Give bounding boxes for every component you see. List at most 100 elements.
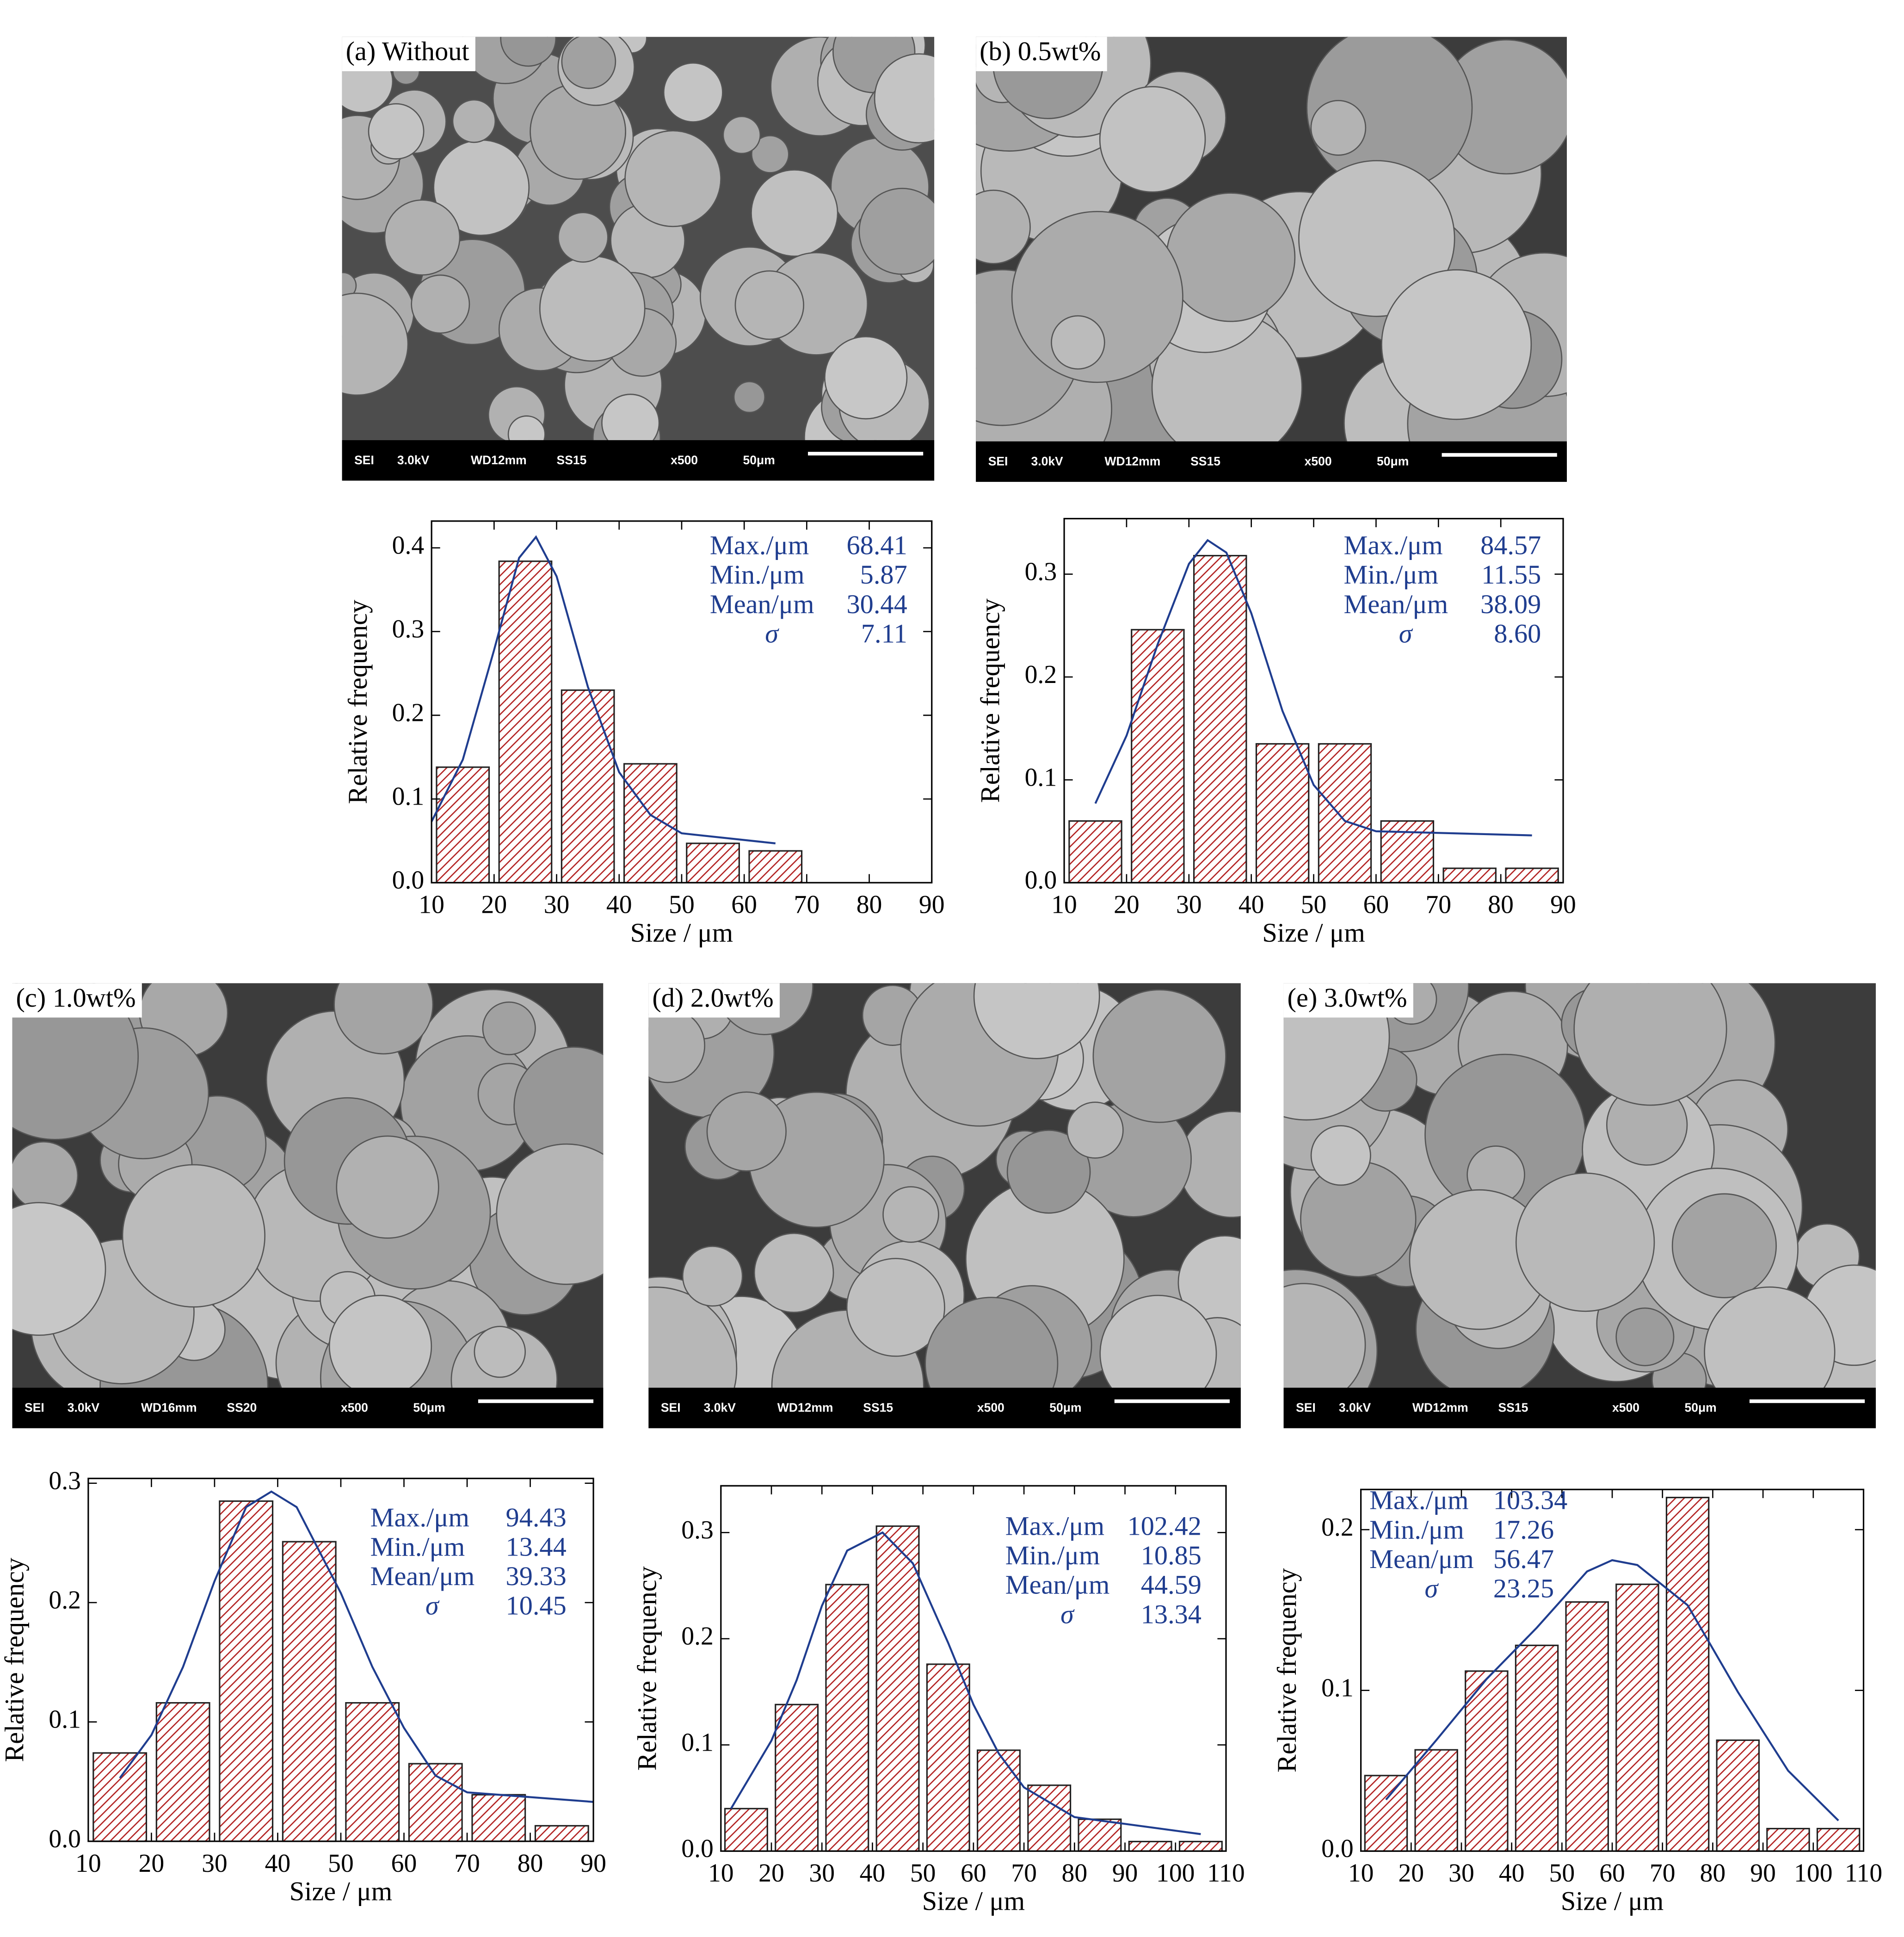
particle — [539, 255, 646, 362]
particle — [1381, 269, 1532, 420]
bar — [1505, 867, 1559, 884]
x-tick-label: 90 — [1750, 1859, 1776, 1888]
info-text: x500 — [1612, 1401, 1639, 1414]
x-tick-label: 70 — [1425, 891, 1451, 919]
info-bar — [1283, 1388, 1876, 1428]
particle — [624, 130, 721, 228]
info-text: WD12mm — [471, 453, 527, 467]
particle — [507, 415, 546, 440]
particle — [682, 1246, 743, 1307]
x-tick-label: 50 — [669, 891, 695, 919]
particle — [1298, 160, 1455, 317]
x-tick-label: 100 — [1794, 1859, 1832, 1888]
y-tick-label: 0.0 — [1025, 866, 1057, 895]
x-tick-label: 40 — [606, 891, 632, 919]
y-tick-label: 0.2 — [1321, 1513, 1354, 1542]
bar — [775, 1703, 819, 1852]
annotation-value: 94.43 — [506, 1502, 567, 1532]
sem-image: SEI 3.0kV WD12mm SS15 x500 50μm (e) 3.0wt% — [1283, 983, 1876, 1428]
y-tick-label: 0.2 — [49, 1586, 81, 1615]
y-tick-label: 0.1 — [392, 782, 425, 811]
particle — [496, 1143, 604, 1285]
x-tick-label: 20 — [139, 1849, 165, 1878]
x-tick-label: 30 — [1448, 1859, 1474, 1888]
info-text: 50μm — [1049, 1401, 1081, 1414]
x-tick-label: 80 — [518, 1849, 543, 1878]
y-axis-label: Relative frequency — [343, 600, 373, 804]
bar — [686, 842, 740, 884]
bar — [1078, 1818, 1122, 1852]
annotation-label: σ — [1399, 618, 1413, 648]
bar — [1131, 629, 1185, 884]
particle — [1283, 1283, 1366, 1388]
bar — [1665, 1496, 1710, 1852]
bar — [926, 1663, 970, 1852]
annotation-label: Max./μm — [710, 530, 809, 560]
y-tick-label: 0.2 — [681, 1622, 714, 1651]
x-tick-label: 90 — [1550, 891, 1576, 919]
y-tick-label: 0.0 — [392, 866, 425, 895]
info-text: 50μm — [1377, 455, 1409, 468]
bar — [1515, 1644, 1559, 1852]
particles — [1283, 983, 1876, 1388]
y-tick-label: 0.2 — [1025, 660, 1057, 689]
x-tick-label: 50 — [1549, 1859, 1575, 1888]
x-axis-label: Size / μm — [630, 917, 733, 947]
info-text: SEI — [1296, 1401, 1316, 1414]
x-axis-label: Size / μm — [290, 1876, 392, 1906]
particle — [1099, 1295, 1217, 1388]
label-background — [1283, 983, 1413, 1018]
bar — [1255, 743, 1310, 884]
bar — [155, 1702, 210, 1842]
image-label: (a) Without — [346, 36, 469, 66]
particle — [557, 212, 609, 263]
info-text: SS15 — [1498, 1401, 1528, 1414]
image-label: (b) 0.5wt% — [980, 36, 1101, 66]
annotation-value: 17.26 — [1493, 1514, 1554, 1544]
annotation-value: 68.41 — [847, 530, 907, 560]
x-tick-label: 90 — [919, 891, 945, 919]
y-tick-label: 0.1 — [1321, 1673, 1354, 1702]
annotation-value: 10.85 — [1141, 1540, 1202, 1570]
y-tick-label: 0.3 — [1025, 557, 1057, 586]
particle — [874, 53, 935, 144]
bar — [1716, 1739, 1760, 1852]
particle — [1166, 192, 1296, 322]
particle — [706, 1091, 787, 1172]
x-tick-label: 50 — [1301, 891, 1327, 919]
particle — [976, 190, 1031, 264]
info-text: x500 — [977, 1401, 1004, 1414]
info-text: x500 — [341, 1401, 368, 1414]
x-tick-label: 100 — [1156, 1859, 1195, 1888]
x-tick-label: 30 — [544, 891, 570, 919]
bar — [436, 766, 490, 884]
bar — [561, 689, 615, 884]
x-tick-label: 70 — [1650, 1859, 1676, 1888]
y-tick-label: 0.3 — [681, 1516, 714, 1544]
x-tick-label: 50 — [910, 1859, 936, 1888]
annotation-value: 10.45 — [506, 1591, 567, 1621]
info-bar — [976, 441, 1567, 482]
annotation-label: σ — [425, 1591, 440, 1621]
particle — [122, 1164, 265, 1308]
bar — [875, 1525, 920, 1852]
bar — [977, 1749, 1021, 1852]
x-tick-label: 70 — [454, 1849, 480, 1878]
y-tick-label: 0.4 — [392, 531, 425, 560]
x-tick-label: 10 — [1348, 1859, 1374, 1888]
info-text: WD12mm — [1105, 455, 1161, 468]
particle — [336, 1135, 439, 1239]
x-tick-label: 50 — [328, 1849, 354, 1878]
fit-curve — [1094, 539, 1532, 836]
x-tick-label: 30 — [202, 1849, 228, 1878]
particle — [722, 116, 761, 154]
bar — [748, 850, 803, 884]
annotation-label: Mean/μm — [710, 589, 814, 619]
bar — [1565, 1601, 1609, 1852]
annotation-value: 11.55 — [1481, 560, 1541, 590]
info-text: WD16mm — [141, 1401, 197, 1414]
annotation-value: 5.87 — [860, 560, 907, 590]
particle — [1099, 86, 1206, 193]
particle — [1066, 1101, 1124, 1159]
label-background — [976, 37, 1107, 71]
